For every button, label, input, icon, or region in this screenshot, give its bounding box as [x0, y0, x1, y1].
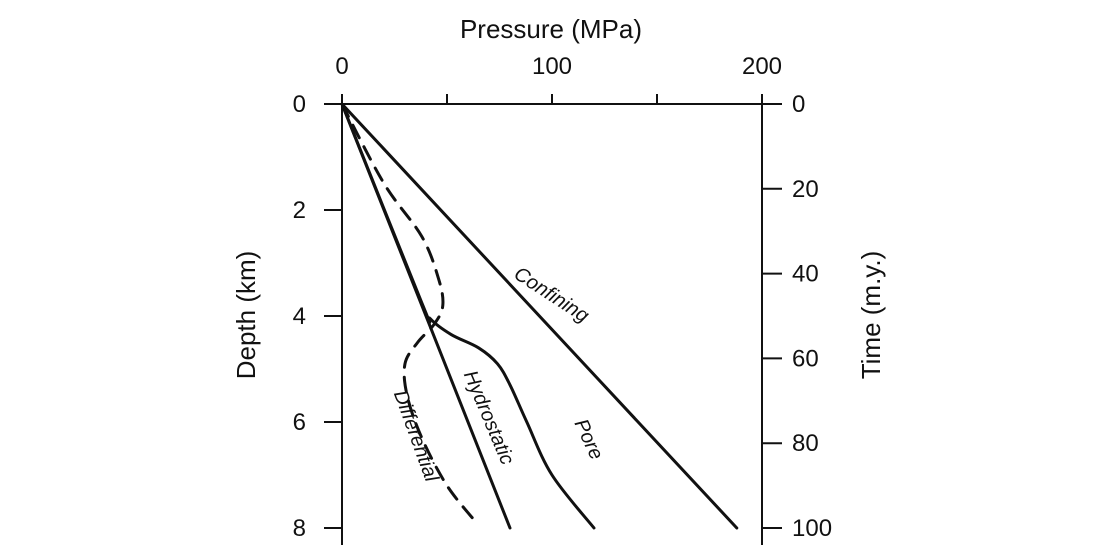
right-axis-ticks: 0 20 40 60 80 100	[762, 91, 832, 542]
series-label-confining: Confining	[510, 263, 593, 327]
x-tick-label: 100	[532, 53, 572, 80]
right-tick-label: 40	[792, 261, 819, 288]
x-tick-label: 0	[335, 53, 348, 80]
right-tick-label: 20	[792, 176, 819, 203]
right-axis-title: Time (m.y.)	[856, 251, 886, 380]
series-label-differential: Differential	[389, 387, 443, 485]
left-axis-title: Depth (km)	[231, 251, 261, 380]
left-tick-label: 6	[293, 409, 306, 436]
right-tick-label: 60	[792, 345, 819, 372]
left-tick-label: 4	[293, 303, 306, 330]
series-label-pore: Pore	[570, 416, 608, 464]
right-tick-label: 80	[792, 430, 819, 457]
left-axis-ticks: 0 2 4 6 8	[293, 91, 342, 542]
right-tick-label: 0	[792, 91, 805, 118]
left-tick-label: 8	[293, 515, 306, 542]
left-tick-label: 0	[293, 91, 306, 118]
left-tick-label: 2	[293, 197, 306, 224]
series-line-confining	[340, 102, 739, 530]
x-tick-label: 200	[742, 53, 782, 80]
series-line-pore	[340, 102, 596, 530]
x-axis-title: Pressure (MPa)	[460, 14, 642, 44]
right-tick-label: 100	[792, 515, 832, 542]
x-axis-ticks: 0 100 200	[335, 53, 782, 104]
series-line-differential	[340, 102, 478, 525]
series-layer	[340, 102, 739, 530]
